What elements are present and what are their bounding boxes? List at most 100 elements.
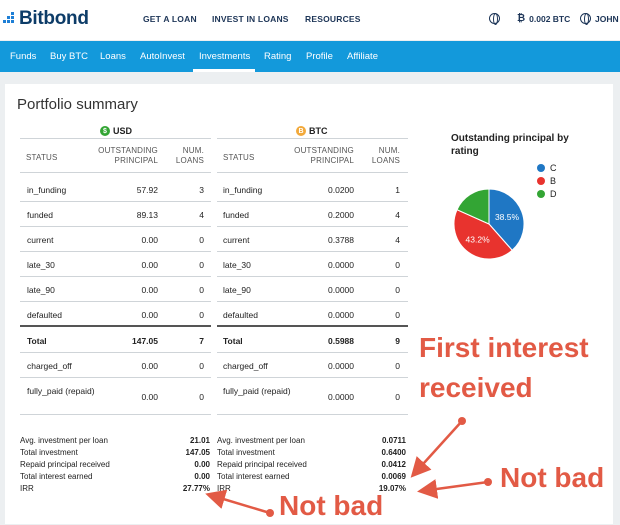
usd-loans: 0 — [199, 285, 204, 295]
tab-investments[interactable]: Investments — [199, 51, 251, 62]
pie-chart-title: Outstanding principal by rating — [451, 133, 569, 157]
usd-status: defaulted — [27, 310, 62, 320]
tab-autoinvest[interactable]: AutoInvest — [140, 51, 185, 62]
usd-principal: 0.00 — [141, 235, 158, 245]
tab-profile[interactable]: Profile — [306, 51, 333, 62]
btc-loans: 4 — [395, 235, 400, 245]
tab-funds[interactable]: Funds — [10, 51, 37, 62]
legend-swatch-c — [537, 164, 545, 172]
legend-swatch-d — [537, 190, 545, 198]
language-selector[interactable] — [489, 13, 500, 25]
btc-loans: 1 — [395, 185, 400, 195]
usd-status: funded — [27, 210, 53, 220]
btc-principal: 0.0200 — [328, 185, 354, 195]
usd-loans: 0 — [199, 392, 204, 402]
usd-loans: 0 — [199, 260, 204, 270]
btc-stat-value: 0.6400 — [381, 448, 406, 457]
btc-status: late_30 — [223, 260, 251, 270]
user-name: JOHN — [595, 13, 619, 24]
btc-stat-label: Avg. investment per loan — [217, 436, 305, 445]
usd-status: current — [27, 235, 54, 245]
usd-status: charged_off — [27, 361, 72, 371]
usd-stat-value: 21.01 — [189, 436, 210, 445]
nav-invest-in-loans[interactable]: INVEST IN LOANS — [212, 14, 289, 24]
btc-loans: 0 — [395, 285, 400, 295]
usd-status: late_90 — [27, 285, 55, 295]
usd-principal: 0.00 — [141, 392, 158, 402]
globe-icon — [489, 13, 500, 25]
usd-header: $ USD — [100, 126, 132, 136]
usd-principal: 0.00 — [141, 361, 158, 371]
legend-swatch-b — [537, 177, 545, 185]
usd-col-principal: OUTSTANDING PRINCIPAL — [98, 146, 158, 165]
dollar-icon: $ — [100, 126, 110, 136]
usd-irr-value: 27.77% — [182, 484, 210, 493]
usd-stat-label: Total investment — [20, 448, 78, 457]
usd-principal: 89.13 — [136, 210, 158, 220]
usd-principal: 57.92 — [136, 185, 158, 195]
btc-principal: 0.0000 — [328, 310, 354, 320]
usd-total-loans: 7 — [199, 336, 204, 346]
usd-col-status: STATUS — [26, 153, 58, 162]
usd-stat-value: 147.05 — [185, 448, 210, 457]
annotation-first-interest: First interest received — [419, 332, 589, 404]
nav-get-a-loan[interactable]: GET A LOAN — [143, 14, 197, 24]
btc-stat-value: 0.0711 — [381, 436, 406, 445]
usd-principal: 0.00 — [141, 260, 158, 270]
tab-loans[interactable]: Loans — [100, 51, 126, 62]
tab-rating[interactable]: Rating — [264, 51, 292, 62]
btc-principal: 0.0000 — [328, 392, 354, 402]
user-icon — [580, 13, 591, 25]
legend-item-d[interactable]: D — [537, 189, 557, 199]
logo-text: Bitbond — [19, 8, 89, 29]
usd-loans: 4 — [199, 210, 204, 220]
btc-stat-value: 0.0069 — [381, 472, 406, 481]
annotation-not-bad-right: Not bad — [500, 462, 605, 493]
active-tab-indicator — [193, 69, 255, 72]
btc-header: B BTC — [296, 126, 328, 136]
usd-stat-label: Avg. investment per loan — [20, 436, 108, 445]
legend-item-b[interactable]: B — [537, 176, 556, 186]
bitcoin-icon: B — [296, 126, 306, 136]
btc-stat-label: Total interest earned — [217, 472, 290, 481]
page-title: Portfolio summary — [17, 96, 138, 113]
balance-display[interactable]: ₿ 0.002 BTC — [517, 13, 570, 24]
btc-status: funded — [223, 210, 249, 220]
legend-label-d: D — [550, 189, 557, 199]
legend-label-c: C — [550, 163, 557, 173]
balance-value: 0.002 BTC — [529, 13, 571, 24]
tab-buy-btc[interactable]: Buy BTC — [50, 51, 89, 62]
btc-stat-label: Total investment — [217, 448, 275, 457]
btc-currency-label: BTC — [309, 126, 328, 136]
btc-principal: 0.0000 — [328, 285, 354, 295]
usd-status: in_funding — [27, 185, 67, 195]
btc-status: in_funding — [223, 185, 263, 195]
usd-principal: 0.00 — [141, 285, 158, 295]
btc-loans: 0 — [395, 361, 400, 371]
btc-loans: 4 — [395, 210, 400, 220]
btc-principal: 0.0000 — [328, 361, 354, 371]
btc-principal: 0.2000 — [328, 210, 354, 220]
usd-total-label: Total — [27, 336, 47, 346]
usd-stat-value: 0.00 — [194, 472, 210, 481]
bitcoin-icon: ₿ — [517, 13, 526, 24]
btc-status: current — [223, 235, 250, 245]
logo[interactable]: Bitbond — [3, 8, 89, 30]
btc-stat-label: IRR — [217, 484, 231, 493]
btc-total-principal: 0.5988 — [328, 336, 354, 346]
btc-status: late_90 — [223, 285, 251, 295]
usd-loans: 0 — [199, 235, 204, 245]
btc-loans: 0 — [395, 392, 400, 402]
usd-stat-label: IRR — [20, 484, 34, 493]
btc-irr-value: 19.07% — [378, 484, 406, 493]
usd-col-loans: NUM. LOANS — [175, 146, 204, 165]
legend-item-c[interactable]: C — [537, 163, 557, 173]
nav-resources[interactable]: RESOURCES — [305, 14, 361, 24]
btc-status: defaulted — [223, 310, 258, 320]
btc-principal: 0.3788 — [328, 235, 354, 245]
user-menu[interactable]: JOHN — [580, 13, 619, 25]
usd-status: fully_paid (repaid) — [27, 386, 95, 396]
portfolio-card — [5, 84, 613, 524]
tab-affiliate[interactable]: Affiliate — [347, 51, 378, 62]
tab-bar: Funds Buy BTC Loans AutoInvest Investmen… — [0, 41, 620, 72]
